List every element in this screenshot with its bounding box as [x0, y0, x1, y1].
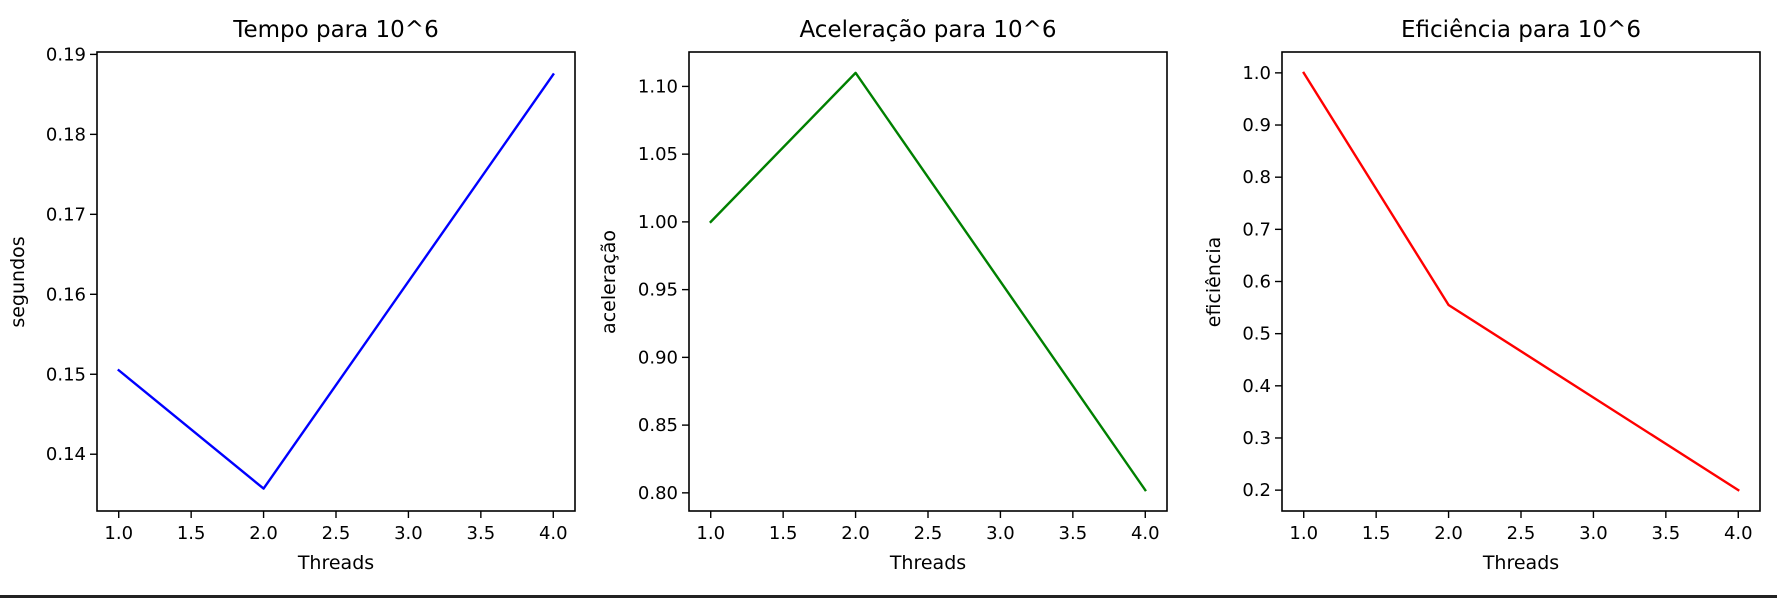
- chart-title: Aceleração para 10^6: [799, 17, 1056, 43]
- x-axis-ticks: 1.0 1.5 2.0 2.5 3.0 3.5 4.0: [696, 511, 1160, 544]
- x-tick-label: 2.5: [322, 523, 351, 544]
- bottom-rule: [0, 595, 1777, 598]
- y-axis-label: segundos: [7, 236, 29, 327]
- x-axis-ticks: 1.0 1.5 2.0 2.5 3.0 3.5 4.0: [104, 511, 568, 544]
- x-tick-label: 2.0: [249, 523, 278, 544]
- x-tick-label: 2.5: [914, 523, 943, 544]
- x-tick-label: 3.0: [394, 523, 423, 544]
- y-axis-label: eficiência: [1203, 237, 1225, 327]
- chart-panel-tempo: Tempo para 10^6 1.0 1.5 2.0 2.5 3.0 3.5 4.0 0.…: [7, 17, 576, 574]
- chart-panel-eficiencia: Eficiência para 10^6 1.0 1.5 2.0 2.5 3.0 3.5 4…: [1203, 17, 1761, 574]
- x-tick-label: 3.5: [1059, 523, 1088, 544]
- y-tick-label: 0.16: [46, 284, 86, 305]
- x-tick-label: 4.0: [1131, 523, 1160, 544]
- x-tick-label: 2.5: [1507, 523, 1536, 544]
- x-tick-label: 1.5: [1362, 523, 1391, 544]
- chart-title: Eficiência para 10^6: [1401, 17, 1641, 43]
- y-tick-label: 0.90: [638, 347, 678, 368]
- x-axis-label: Threads: [889, 552, 966, 574]
- series-line-0: [1302, 71, 1740, 492]
- x-tick-label: 4.0: [1724, 523, 1753, 544]
- x-tick-label: 1.0: [696, 523, 725, 544]
- y-tick-label: 0.15: [46, 364, 86, 385]
- x-tick-label: 4.0: [539, 523, 568, 544]
- series-line-0: [709, 71, 1147, 492]
- y-tick-label: 0.2: [1242, 480, 1271, 501]
- x-axis-label: Threads: [297, 552, 374, 574]
- series-line-0: [117, 72, 555, 490]
- y-tick-label: 0.95: [638, 280, 678, 301]
- x-tick-label: 1.5: [177, 523, 206, 544]
- y-tick-label: 0.5: [1242, 324, 1271, 345]
- y-axis-ticks: 0.14 0.15 0.16 0.17 0.18 0.19: [46, 44, 97, 465]
- x-axis-label: Threads: [1482, 552, 1559, 574]
- y-tick-label: 0.6: [1242, 272, 1271, 293]
- series-lines: [1302, 71, 1740, 492]
- chart-panel-aceleracao: Aceleração para 10^6 1.0 1.5 2.0 2.5 3.0 3.5 4…: [598, 17, 1168, 574]
- y-axis-label: aceleração: [598, 230, 620, 334]
- x-tick-label: 1.0: [104, 523, 133, 544]
- y-tick-label: 0.18: [46, 124, 86, 145]
- y-tick-label: 0.85: [638, 415, 678, 436]
- x-tick-label: 1.0: [1289, 523, 1318, 544]
- x-tick-label: 3.5: [467, 523, 496, 544]
- y-tick-label: 0.8: [1242, 167, 1271, 188]
- y-tick-label: 0.17: [46, 204, 86, 225]
- series-lines: [117, 72, 555, 490]
- y-tick-label: 0.80: [638, 483, 678, 504]
- x-tick-label: 2.0: [841, 523, 870, 544]
- y-tick-label: 1.00: [638, 212, 678, 233]
- y-tick-label: 1.05: [638, 144, 678, 165]
- x-tick-label: 3.5: [1652, 523, 1681, 544]
- y-axis-ticks: 0.2 0.3 0.4 0.5 0.6 0.7 0.8 0.9 1.0: [1242, 63, 1282, 501]
- y-tick-label: 0.14: [46, 444, 86, 465]
- y-tick-label: 0.3: [1242, 428, 1271, 449]
- x-tick-label: 3.0: [1579, 523, 1608, 544]
- x-tick-label: 3.0: [986, 523, 1015, 544]
- y-tick-label: 1.10: [638, 76, 678, 97]
- y-tick-label: 0.4: [1242, 376, 1271, 397]
- series-lines: [709, 71, 1147, 492]
- x-tick-label: 1.5: [769, 523, 798, 544]
- y-tick-label: 1.0: [1242, 63, 1271, 84]
- x-tick-label: 2.0: [1434, 523, 1463, 544]
- x-axis-ticks: 1.0 1.5 2.0 2.5 3.0 3.5 4.0: [1289, 511, 1753, 544]
- y-tick-label: 0.9: [1242, 115, 1271, 136]
- y-axis-ticks: 0.80 0.85 0.90 0.95 1.00 1.05 1.10: [638, 76, 689, 504]
- y-tick-label: 0.7: [1242, 219, 1271, 240]
- chart-title: Tempo para 10^6: [232, 17, 438, 43]
- y-tick-label: 0.19: [46, 44, 86, 65]
